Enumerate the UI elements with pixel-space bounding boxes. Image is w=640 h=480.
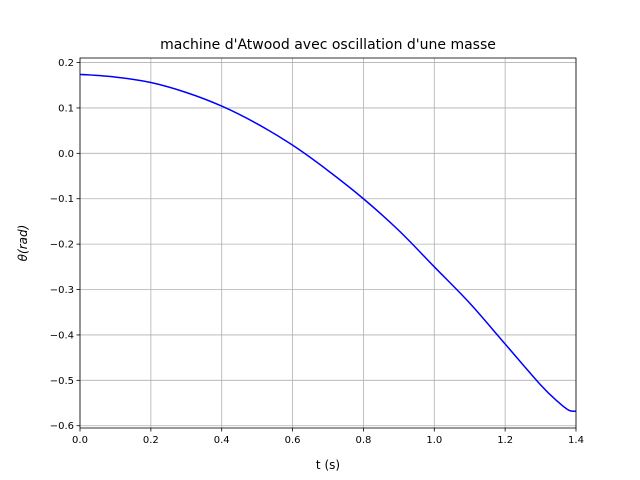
x-tick-label: 0.4	[214, 435, 230, 446]
series-layer	[79, 73, 577, 413]
y-tick-label: −0.3	[50, 285, 74, 296]
y-axis-label-symbol: θ	[16, 253, 30, 261]
x-tick-label: 0.0	[72, 435, 88, 446]
x-axis-label: t (s)	[316, 458, 340, 472]
x-tick-label: 1.2	[497, 435, 513, 446]
y-tick-label: 0.1	[58, 103, 74, 114]
y-tick-label: −0.1	[50, 194, 74, 205]
plot-area	[80, 58, 576, 428]
series-line-theta	[79, 73, 577, 413]
y-tick-label: 0.2	[58, 58, 74, 69]
x-axis-ticks: 0.0 0.2 0.4 0.6 0.8 1.0 1.2 1.4	[72, 428, 584, 446]
y-axis-label-unit: (rad)	[16, 225, 30, 254]
y-axis-ticks: 0.2 0.1 0.0 −0.1 −0.2 −0.3 −0.4 −0.5 −0.6	[50, 58, 80, 432]
y-tick-label: −0.2	[50, 240, 74, 251]
x-tick-label: 0.2	[143, 435, 159, 446]
y-tick-label: −0.4	[50, 330, 74, 341]
y-axis-label: θ(rad)	[16, 225, 30, 262]
y-tick-label: 0.0	[58, 149, 74, 160]
x-tick-label: 0.6	[285, 435, 301, 446]
plot-frame	[79, 57, 577, 429]
chart-title: machine d'Atwood avec oscillation d'une …	[160, 37, 496, 53]
x-tick-label: 1.4	[568, 435, 584, 446]
x-tick-label: 0.8	[355, 435, 371, 446]
y-tick-label: −0.5	[50, 376, 74, 387]
x-tick-label: 1.0	[426, 435, 442, 446]
y-tick-label: −0.6	[50, 421, 74, 432]
